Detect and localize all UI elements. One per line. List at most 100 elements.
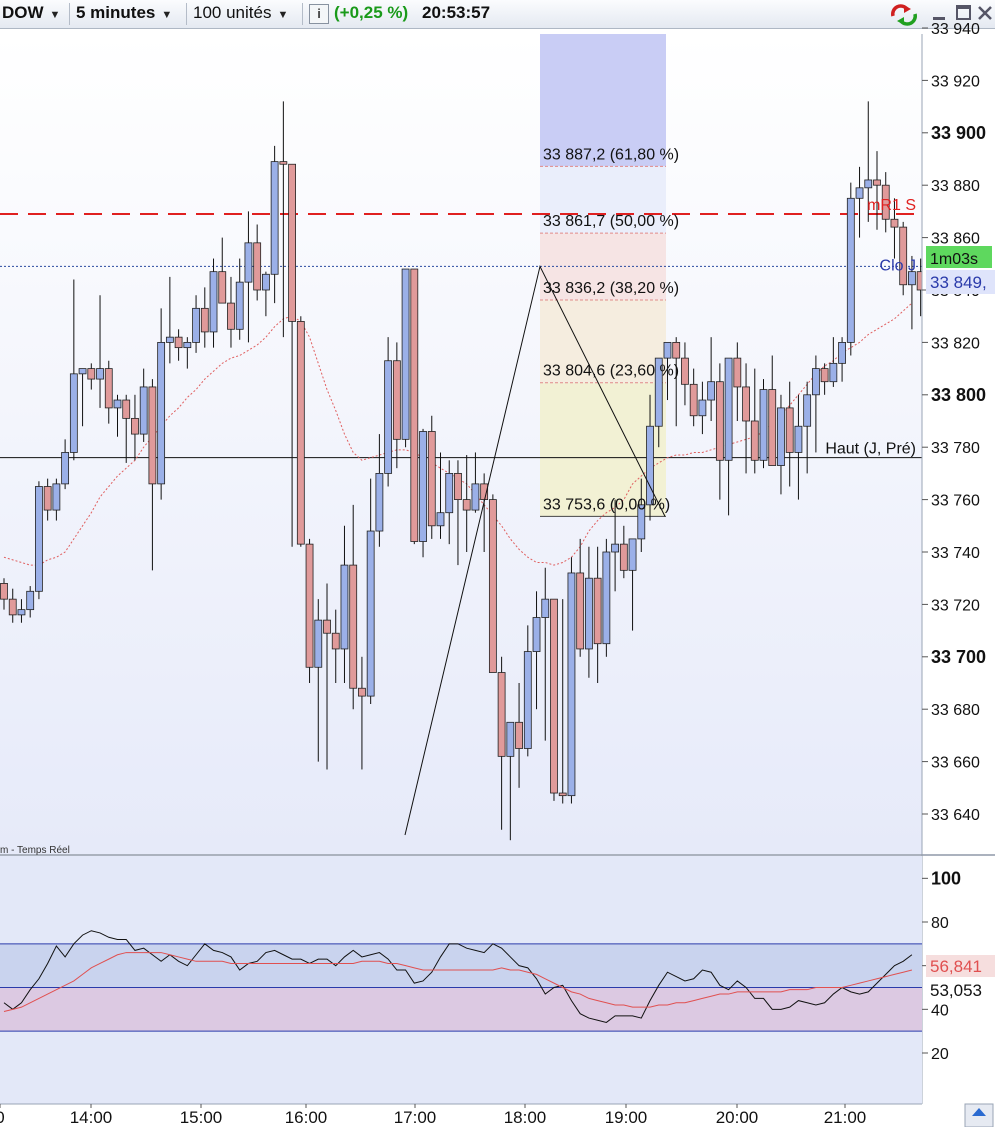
candle-body — [637, 504, 646, 540]
price-tick-label: 33 940 — [931, 21, 980, 38]
candle-body — [576, 572, 585, 650]
candle-body — [305, 543, 314, 668]
price-tick-label: 33 700 — [931, 647, 986, 667]
candle-body — [139, 386, 148, 435]
candle-body — [759, 389, 768, 461]
countdown-tag-background — [926, 246, 992, 268]
candle-body — [803, 394, 812, 427]
candle-body — [131, 417, 139, 435]
rsi-series-line — [3, 952, 913, 1013]
candle-body — [497, 672, 506, 757]
rsi-tick-label: 80 — [931, 915, 949, 932]
time-axis-background — [0, 1104, 995, 1127]
candle-body — [192, 307, 200, 343]
units-label: 100 unités — [193, 3, 272, 22]
candle-body — [401, 268, 410, 440]
price-tick-label: 33 800 — [931, 385, 986, 405]
countdown-tag: 1m03s — [930, 251, 978, 268]
refresh-icon[interactable] — [887, 2, 923, 28]
time-tick-label: 17:00 — [394, 1108, 437, 1127]
candle-body — [218, 271, 227, 304]
candle-body — [698, 399, 707, 417]
candle-body — [550, 598, 558, 794]
candle-body — [288, 163, 296, 322]
minimize-icon[interactable] — [931, 6, 947, 22]
symbol-label: DOW — [2, 3, 44, 22]
rsi-value-tag-background — [926, 979, 995, 1001]
candle-body — [506, 721, 515, 757]
candle-body — [43, 486, 52, 511]
time-axis: 0 14:00 15:00 16:00 17:00 18:00 19:00 20:00 21:0… — [0, 1103, 995, 1127]
candle-body — [541, 598, 550, 618]
candle-body — [794, 425, 803, 453]
candle-body — [471, 483, 480, 511]
fibonacci-trendline — [404, 264, 666, 836]
rsi-value: 53,053 — [930, 981, 982, 1000]
candle-body — [392, 360, 401, 440]
candle-body — [61, 452, 70, 485]
scroll-up-icon[interactable] — [964, 1103, 994, 1127]
candle-body — [733, 357, 742, 388]
fibonacci-zone — [540, 34, 666, 517]
rsi-tick-label: 20 — [931, 1046, 949, 1063]
candle-body — [619, 543, 628, 571]
price-tick-label: 33 900 — [931, 123, 986, 143]
candle-body — [611, 543, 619, 553]
units-selector[interactable]: 100 unités ▼ — [193, 0, 288, 28]
candle-body — [69, 373, 78, 453]
candle-body — [811, 368, 820, 396]
candle-body — [838, 341, 846, 364]
candle-body — [602, 551, 611, 645]
candle-body — [855, 187, 864, 199]
candle-body — [148, 386, 157, 485]
close-icon[interactable] — [976, 4, 994, 22]
chevron-down-icon: ▼ — [277, 9, 289, 21]
symbol-selector[interactable]: DOW ▼ — [2, 0, 60, 28]
candle-body — [646, 425, 654, 506]
time-tick-label: 14:00 — [70, 1108, 113, 1127]
candle-body — [567, 572, 576, 797]
current-price-tag: 33 849, — [930, 273, 987, 292]
price-tick-label: 33 760 — [931, 493, 980, 510]
candle-body — [750, 420, 759, 461]
interval-selector[interactable]: 5 minutes ▼ — [76, 0, 172, 28]
price-tick-label: 33 720 — [931, 597, 980, 614]
price-tick-label: 33 780 — [931, 440, 980, 457]
candle-body — [331, 632, 340, 650]
reference-line-label: mR1 S — [867, 197, 916, 214]
candle-body — [314, 619, 323, 668]
price-panel: 33 887,2 (61,80 %) 33 861,7 (50,00 %) 33 8… — [0, 34, 995, 854]
candle-body — [209, 271, 218, 333]
toolbar-divider — [302, 3, 303, 25]
toolbar-divider — [186, 3, 187, 25]
candle-body — [454, 472, 462, 500]
candle-body — [846, 197, 855, 343]
rsi-upper-zone — [0, 943, 922, 988]
fib-level-label: 33 804,6 (23,60 %) — [543, 363, 679, 380]
candle-body — [820, 368, 829, 383]
time-tick-label: 0 — [0, 1108, 5, 1127]
candle-body — [96, 368, 104, 380]
candle-body — [183, 341, 192, 349]
candle-body — [349, 564, 358, 689]
fib-level-label: 33 887,2 (61,80 %) — [543, 146, 679, 163]
rsi-tick-label: 40 — [931, 1002, 949, 1019]
candle-body — [296, 321, 305, 545]
candle-body — [681, 357, 689, 385]
maximize-icon[interactable] — [955, 4, 973, 22]
candle-body — [707, 381, 716, 401]
candle-body — [881, 184, 890, 220]
rsi-lower-zone — [0, 987, 922, 1032]
info-icon[interactable]: i — [309, 4, 329, 24]
candles — [0, 101, 995, 841]
candle-body — [270, 161, 279, 275]
candle-body — [227, 302, 235, 330]
candle-body — [899, 226, 908, 286]
fib-level-label: 33 836,2 (38,20 %) — [543, 280, 679, 297]
reference-line-label: Haut (J, Pré) — [825, 441, 916, 458]
price-tick-label: 33 680 — [931, 702, 980, 719]
candle-body — [375, 472, 384, 532]
candle-body — [17, 609, 26, 616]
candle-body — [515, 721, 523, 749]
candle-body — [672, 341, 681, 359]
